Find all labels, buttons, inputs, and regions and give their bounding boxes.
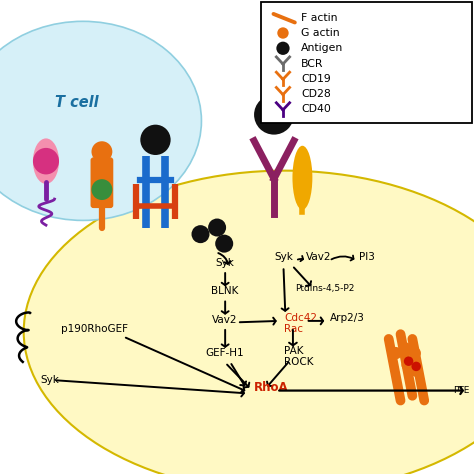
Ellipse shape [33, 148, 59, 174]
Text: GEF-H1: GEF-H1 [206, 348, 245, 358]
Text: p190RhoGEF: p190RhoGEF [61, 324, 128, 335]
Circle shape [91, 141, 112, 162]
Circle shape [276, 42, 290, 55]
Circle shape [409, 347, 421, 359]
Text: CD40: CD40 [301, 104, 331, 114]
Text: PTE: PTE [453, 386, 469, 395]
Text: Cdc42: Cdc42 [284, 313, 318, 323]
Circle shape [401, 359, 414, 371]
Circle shape [277, 27, 289, 39]
Text: Rac: Rac [284, 324, 303, 334]
Circle shape [390, 347, 402, 359]
Text: Syk: Syk [40, 375, 59, 385]
Text: Ptdlns-4,5-P2: Ptdlns-4,5-P2 [295, 284, 355, 293]
Circle shape [91, 179, 112, 200]
Text: F actin: F actin [301, 13, 337, 23]
Text: Syk: Syk [274, 252, 293, 262]
Text: BLNK: BLNK [211, 286, 239, 296]
Ellipse shape [292, 146, 312, 210]
Text: PI3: PI3 [359, 252, 375, 262]
Text: CD28: CD28 [301, 89, 331, 99]
Circle shape [404, 356, 413, 366]
Ellipse shape [24, 171, 474, 474]
Text: PAK: PAK [284, 346, 304, 356]
Text: BCR: BCR [301, 59, 323, 69]
Text: RhoA: RhoA [254, 382, 288, 394]
Ellipse shape [0, 21, 201, 220]
Circle shape [254, 95, 294, 135]
Circle shape [215, 235, 233, 253]
Text: Vav2: Vav2 [212, 315, 238, 325]
Circle shape [191, 225, 210, 243]
Text: Vav2: Vav2 [306, 252, 331, 262]
Circle shape [410, 365, 422, 377]
Text: T cell: T cell [55, 95, 98, 109]
FancyBboxPatch shape [91, 157, 113, 208]
Ellipse shape [33, 138, 59, 184]
Text: ROCK: ROCK [284, 357, 314, 367]
Circle shape [399, 342, 411, 355]
Text: Arp2/3: Arp2/3 [329, 313, 365, 323]
Text: Syk: Syk [216, 258, 235, 268]
Circle shape [140, 125, 171, 155]
Text: Antigen: Antigen [301, 43, 343, 53]
Circle shape [208, 219, 226, 237]
FancyBboxPatch shape [261, 2, 472, 123]
Text: CD19: CD19 [301, 74, 331, 84]
Text: G actin: G actin [301, 28, 339, 38]
Circle shape [411, 362, 421, 371]
